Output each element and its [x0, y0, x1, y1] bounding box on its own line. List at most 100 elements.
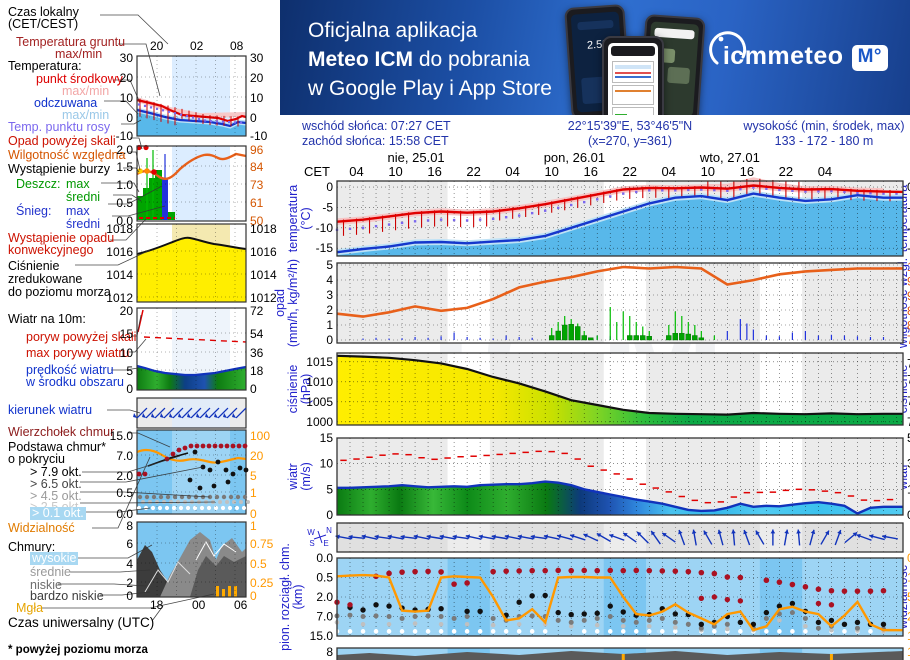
legend-gust-above-scale: poryw powyżej skali	[26, 330, 137, 344]
mini-axis-tick: 0	[250, 111, 257, 125]
pressure-panel: 1015 1010 1005 1000 761 758 754 750	[306, 352, 910, 429]
mini-axis-tick: 61	[250, 196, 264, 210]
axis-tick: 100	[907, 629, 910, 643]
mini-axis-tick: 0.75	[250, 537, 274, 551]
legend-temperature-heading: Temperatura:	[8, 59, 82, 73]
location-info-bar: wschód słońca: 07:27 CET zachód słońca: …	[280, 115, 910, 150]
legend-wind-speed-1: prędkość wiatru	[26, 363, 114, 377]
mini-axis-tick: 2	[126, 576, 133, 590]
mini-cloud-panel	[136, 429, 250, 515]
mini-wind-panel	[136, 307, 247, 391]
axis-tick: 2.0	[316, 590, 333, 604]
mini-axis-tick: 0.0	[116, 214, 133, 228]
mini-axis-tick: 10	[119, 346, 133, 360]
axis-tick: 0.5	[316, 571, 333, 585]
time-tick: 16	[583, 164, 598, 179]
axis-tick: 0	[907, 508, 910, 522]
coordinates: 22°15'39"E, 53°46'5"N	[567, 119, 693, 133]
mini-axis-tick: 73	[250, 178, 264, 192]
mini-axis-tick: 1012	[250, 291, 277, 305]
axis-tick: 0	[907, 551, 910, 565]
legend-clouds-mid: średnie	[30, 565, 71, 579]
mini-axis-tick: 0.5	[116, 196, 133, 210]
axis-tick: 1000	[306, 415, 333, 429]
banner-text: Oficjalna aplikacja Meteo ICM do pobrani…	[308, 16, 552, 103]
mini-axis-tick: 0.5	[250, 557, 267, 571]
axis-tick: 2	[326, 303, 333, 317]
axis-tick: 100	[907, 260, 910, 274]
legend-pressure-3: do poziomu morza	[8, 285, 111, 299]
mini-wind-direction-row	[133, 397, 247, 429]
cloud-visibility-panel: 15.0 7.0 2.0 0.5 0.0 100 20 5 1 0	[310, 551, 910, 643]
mini-axis-tick: 50	[250, 214, 264, 228]
mini-axis-tick: 1018	[106, 222, 133, 236]
axis-tick: 85	[907, 304, 910, 318]
mini-axis-tick: 1014	[250, 268, 277, 282]
mini-axis-tick: 18	[250, 364, 264, 378]
legend-midpoint-temp: punkt środkowy	[36, 72, 123, 86]
time-tick: 22	[622, 164, 637, 179]
axis-tick: 4	[326, 273, 333, 287]
mini-axis-tick: 02	[190, 39, 204, 53]
legend-feels-range: max/min	[62, 108, 110, 122]
legend-okt-79: > 7.9 okt.	[30, 465, 82, 479]
sunrise-time: wschód słońca: 07:27 CET	[302, 119, 451, 133]
time-tick: 16	[427, 164, 442, 179]
mini-axis-tick: 1012	[106, 291, 133, 305]
day-label: pon, 26.01	[543, 150, 606, 165]
svg-text:N: N	[326, 526, 332, 535]
axis-tick: 8	[326, 645, 333, 659]
mini-axis-tick: 0	[250, 589, 257, 603]
axis-tick: 10	[320, 457, 334, 471]
mini-axis-tick: 100	[250, 429, 271, 443]
mini-axis-tick: 1	[250, 486, 257, 500]
sunset-time: zachód słońca: 15:58 CET	[302, 134, 449, 148]
axis-tick: 5	[326, 258, 333, 272]
axis-tick: 754	[907, 394, 910, 408]
axis-tick: 758	[907, 372, 910, 386]
mini-axis-tick: 2.0	[116, 143, 133, 157]
axis-tick: 1	[907, 645, 910, 659]
axis-tick: -10	[907, 221, 910, 235]
legend-cloud-base-1: Podstawa chmur*	[8, 440, 106, 454]
legend-pressure-2: zredukowane	[8, 272, 83, 286]
legend-pointer-lines	[42, 14, 216, 622]
axis-tick: 1	[326, 318, 333, 332]
legend-wind-speed-2: w środku obszaru	[26, 375, 124, 389]
mini-axis-tick: 1014	[106, 268, 133, 282]
wind-direction-row	[335, 522, 904, 553]
svg-text:W: W	[307, 528, 315, 537]
mini-axis-tick: 4	[126, 557, 133, 571]
altitude-label: wysokość (min, środek, max)	[743, 119, 905, 133]
mini-temp-panel	[136, 55, 247, 137]
mini-axis-tick: 1	[250, 519, 257, 533]
mini-axis-tick: 1016	[250, 245, 277, 259]
legend-local-time-2: (CET/CEST)	[8, 17, 79, 31]
axis-tick: 36	[907, 457, 910, 471]
time-tick: 04	[661, 164, 677, 179]
mini-axis-tick: -10	[250, 129, 268, 143]
legend-convective-2: konwekcyjnego	[8, 243, 94, 257]
legend-clouds-high: wysokie	[30, 551, 79, 565]
app-promo-banner[interactable]: Oficjalna aplikacja Meteo ICM do pobrani…	[280, 0, 910, 115]
legend-dew-point: Temp. punktu rosy	[8, 120, 111, 134]
mini-axis-tick: 2.0	[116, 469, 133, 483]
axis-tick: 1	[907, 571, 910, 585]
mini-chart-generated	[137, 56, 246, 597]
axis-tick: -15	[316, 241, 334, 255]
mini-sky-panel	[136, 521, 247, 598]
legend-pressure-1: Ciśnienie	[8, 259, 60, 273]
mini-axis-tick: 10	[119, 91, 133, 105]
icmmeteo-logo[interactable]: icmmeteo M°	[709, 31, 888, 71]
mini-axis-tick: 15.0	[109, 429, 133, 443]
legend-wind-heading: Wiatr na 10m:	[8, 312, 86, 326]
legend-local-time-1: Czas lokalny	[8, 5, 79, 19]
logo-badge: M°	[851, 45, 888, 71]
axis-tick: 15	[320, 431, 334, 445]
mini-axis-tick: 20	[250, 449, 264, 463]
legend-snow-label: Śnieg:	[16, 204, 52, 218]
banner-line1: Oficjalna aplikacja	[308, 19, 478, 42]
